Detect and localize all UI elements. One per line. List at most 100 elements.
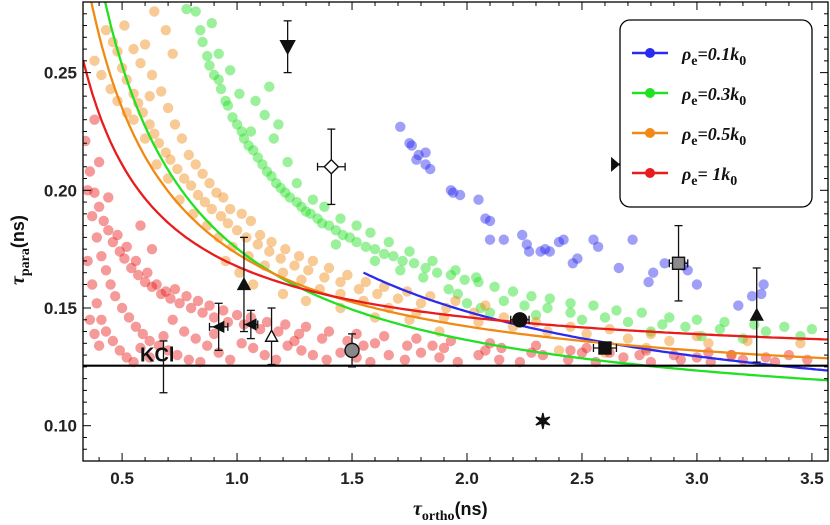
scatter-point [434,352,445,363]
scatter-point [100,265,112,276]
scatter-point [130,255,142,267]
scatter-point [257,159,268,170]
scatter-point [248,279,259,290]
scatter-point [220,95,231,107]
scatter-point [392,293,404,304]
y-tick-label: 0.10 [44,417,77,436]
legend-swatch-dot [645,128,655,138]
scatter-point [540,244,551,255]
x-tick-label: 3.0 [685,469,709,488]
scatter-point [408,258,420,269]
scatter-point [202,340,213,351]
scatter-point [268,133,279,144]
scatter-point [733,300,744,311]
scatter-point [365,227,376,238]
scatter-point [218,192,229,203]
scatter-point [523,246,535,257]
kcl-label: KCl [140,345,174,367]
scatter-point [165,293,176,304]
scatter-point [222,316,234,328]
scatter-point [167,314,178,325]
scatter-point [498,295,509,307]
scatter-point [218,305,229,316]
scatter-point [369,244,381,255]
scatter-point [445,185,457,196]
scatter-point [438,342,450,354]
scatter-point [296,345,307,356]
scatter-point [149,6,160,17]
scatter-point [119,253,130,264]
scatter-point [404,246,415,257]
scatter-point [572,253,583,264]
scatter-point [307,255,319,267]
scatter-point [93,201,105,212]
scatter-point [749,319,760,330]
scatter-point [471,272,482,283]
scatter-point [480,300,491,311]
scatter-point [162,345,174,356]
scatter-point [680,321,691,332]
scatter-point [448,187,459,198]
scatter-point [296,201,307,212]
scatter-point [291,178,302,189]
scatter-point [277,267,289,278]
scatter-point [648,267,659,278]
scatter-point [484,307,496,318]
scatter-point [319,201,330,212]
scatter-point [234,267,245,278]
scatter-point [420,262,431,274]
y-axis-label: τpara(ns) [7,215,33,285]
scatter-point [264,81,275,92]
scatter-point [126,262,137,274]
scatter-point [160,147,171,158]
scatter-point [236,208,247,219]
scatter-point [415,347,427,358]
scatter-point [411,333,422,344]
scatter-point [806,324,818,335]
scatter-point [599,312,611,323]
scatter-point [494,354,505,365]
scatter-point [330,239,342,250]
scatter-point [133,269,144,281]
scatter-point [581,342,592,354]
scatter-point [330,225,342,236]
scatter-point [144,335,155,347]
scatter-point [139,133,151,144]
scatter-point [454,189,466,201]
scatter-point [156,86,167,97]
scatter-point [565,307,576,318]
scatter-point [383,349,394,361]
scatter-point [160,25,171,36]
scatter-point [645,328,657,340]
scatter-point [165,154,176,165]
scatter-point [795,338,806,349]
scatter-point [169,119,181,130]
scatter-point [305,208,316,219]
scatter-point [153,138,165,149]
scatter-point [114,246,126,257]
scatter-point [282,340,293,351]
scatter-point [83,135,91,147]
scatter-point [675,354,686,365]
scatter-point [756,288,767,300]
experimental-point [208,302,229,352]
scatter-point [296,274,307,285]
scatter-point [588,300,599,311]
scatter-point [153,340,165,351]
scatter-point [553,236,565,248]
scatter-point [231,225,243,236]
scatter-point [395,265,406,276]
marker-star [535,412,551,430]
scatter-point [245,126,257,137]
scatter-point [289,335,300,347]
scatter-point [742,335,753,347]
scatter-point [779,321,790,332]
scatter-point [93,340,105,351]
scatter-point [243,140,254,151]
scatter-point [270,354,282,365]
scatter-point [280,187,291,198]
scatter-point [215,211,227,222]
scatter-point [611,305,622,316]
scatter-point [264,246,275,257]
scatter-point [404,138,415,149]
